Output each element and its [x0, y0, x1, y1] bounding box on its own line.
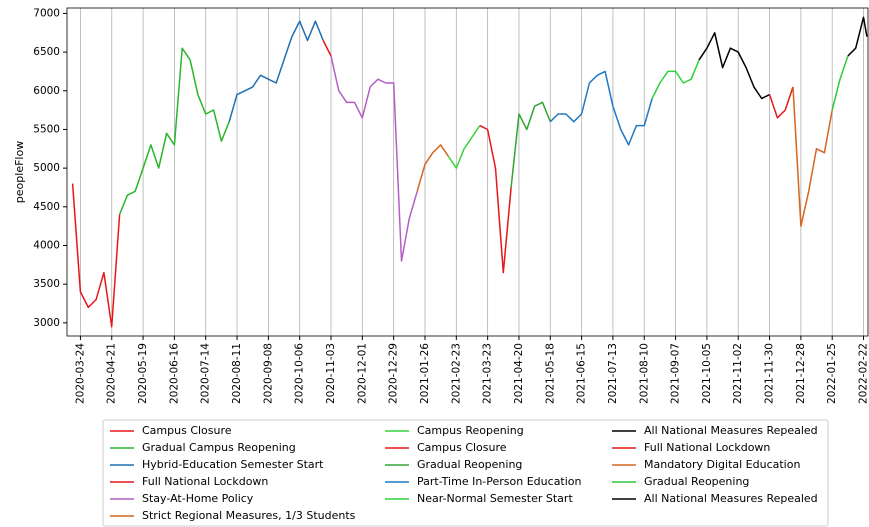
plot-frame — [66, 7, 869, 337]
x-tick-label: 2020-11-03 — [325, 343, 337, 404]
legend-label: Campus Closure — [417, 441, 507, 454]
series-line — [71, 183, 121, 328]
x-tick-label: 2020-04-21 — [106, 343, 118, 404]
x-tick-label: 2021-12-28 — [795, 343, 807, 404]
legend-label: Strict Regional Measures, 1/3 Students — [142, 509, 356, 522]
legend-label: Gradual Reopening — [644, 475, 749, 488]
y-tick-label: 4500 — [33, 201, 60, 213]
y-tick-label: 3000 — [33, 317, 60, 329]
y-tick-label: 4000 — [33, 239, 60, 251]
x-tick-label: 2021-02-23 — [450, 343, 462, 404]
x-tick-label: 2021-06-15 — [576, 343, 588, 404]
x-tick-label: 2021-11-30 — [764, 343, 776, 404]
legend-label: Part-Time In-Person Education — [417, 475, 582, 488]
x-tick-label: 2020-07-14 — [200, 343, 212, 404]
x-tick-label: 2021-10-05 — [701, 343, 713, 404]
x-tick-label: 2020-08-11 — [231, 343, 243, 404]
legend-label: Near-Normal Semester Start — [417, 492, 573, 505]
x-tick-label: 2021-03-23 — [482, 343, 494, 404]
legend-label: Gradual Reopening — [417, 458, 522, 471]
x-tick-label: 2020-03-24 — [74, 343, 86, 404]
series-line — [847, 16, 868, 57]
y-tick-label: 3500 — [33, 278, 60, 290]
legend-label: Campus Reopening — [417, 424, 524, 437]
series-line — [416, 144, 450, 192]
series-line — [447, 125, 481, 169]
y-tick-label: 5000 — [33, 162, 60, 174]
legend-label: Mandatory Digital Education — [644, 458, 800, 471]
series-line — [651, 59, 700, 99]
legend-label: Full National Lockdown — [644, 441, 770, 454]
x-tick-label: 2022-02-22 — [858, 343, 869, 404]
series-line — [118, 47, 230, 215]
legend-label: Campus Closure — [142, 424, 232, 437]
legend-label: Gradual Campus Reopening — [142, 441, 296, 454]
series-line — [698, 32, 770, 100]
series-line — [510, 101, 551, 188]
x-tick-label: 2021-09-07 — [670, 343, 682, 404]
x-tick-label: 2021-08-10 — [638, 343, 650, 404]
x-tick-label: 2020-09-08 — [262, 343, 274, 404]
y-axis-label: peopleFlow — [13, 141, 26, 203]
x-tick-label: 2021-01-26 — [419, 343, 431, 404]
x-tick-label: 2022-01-25 — [826, 343, 838, 404]
legend-label: Full National Lockdown — [142, 475, 268, 488]
x-tick-label: 2020-06-16 — [168, 343, 180, 404]
legend-label: All National Measures Repealed — [644, 424, 818, 437]
series-line — [768, 86, 794, 119]
x-tick-label: 2021-05-18 — [544, 343, 556, 404]
y-tick-label: 7000 — [33, 7, 60, 19]
series-line — [549, 70, 653, 146]
x-tick-label: 2021-07-13 — [607, 343, 619, 404]
series-line — [322, 40, 332, 57]
y-tick-label: 6500 — [33, 46, 60, 58]
series-line — [228, 20, 324, 122]
y-tick-label: 5500 — [33, 123, 60, 135]
legend-label: Hybrid-Education Semester Start — [142, 458, 324, 471]
legend-frame — [102, 419, 829, 527]
x-tick-label: 2020-12-29 — [388, 343, 400, 404]
y-tick-label: 6000 — [33, 85, 60, 97]
legend-label: All National Measures Repealed — [644, 492, 818, 505]
x-tick-label: 2020-05-19 — [137, 343, 149, 404]
series-line — [330, 55, 418, 262]
x-tick-label: 2021-04-20 — [513, 343, 525, 404]
series-line — [792, 86, 833, 227]
series-line — [831, 55, 849, 111]
x-tick-label: 2020-10-06 — [294, 343, 306, 404]
x-tick-label: 2021-11-02 — [732, 343, 744, 404]
legend-label: Stay-At-Home Policy — [142, 492, 254, 505]
x-tick-label: 2020-12-01 — [356, 343, 368, 404]
series-line — [479, 124, 512, 274]
